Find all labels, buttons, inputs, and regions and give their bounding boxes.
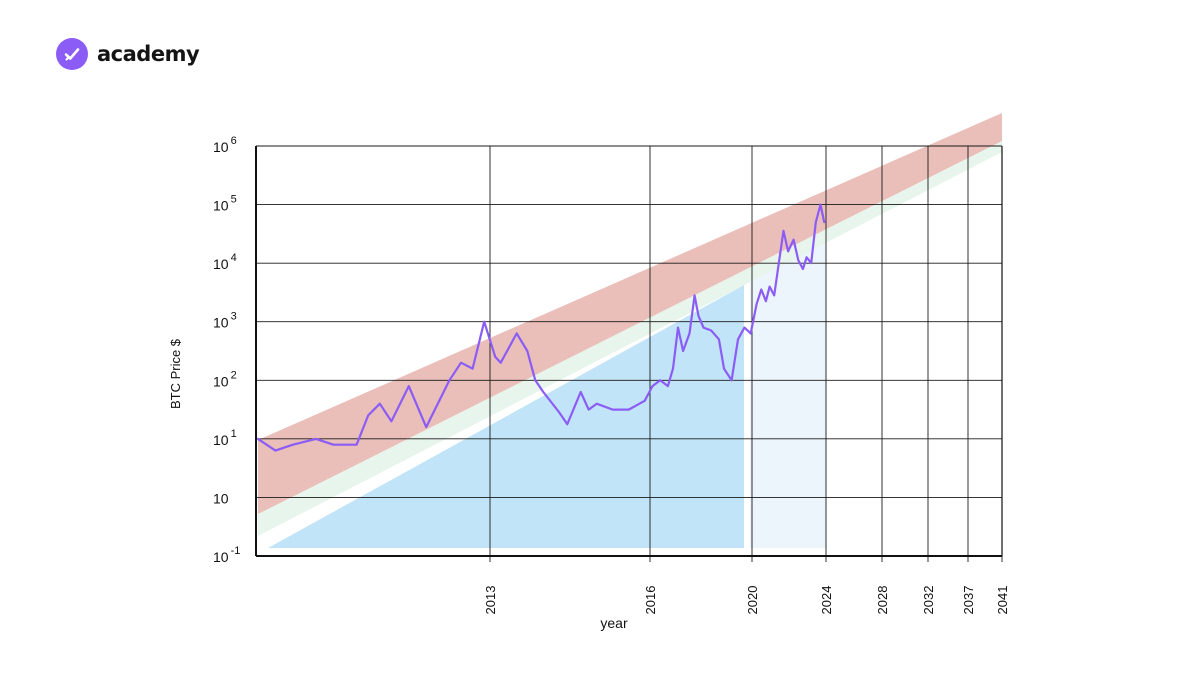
y-tick-label: 10 6 [213, 135, 237, 155]
x-tick-label: 2016 [643, 586, 658, 615]
x-tick-label: 2028 [875, 586, 890, 615]
grid-lines [256, 145, 1003, 562]
x-tick-label: 2013 [483, 586, 498, 615]
checkmark-icon [56, 38, 88, 70]
x-axis-label: year [600, 615, 628, 631]
y-tick-label: 10 1 [213, 428, 237, 448]
upper-band [258, 113, 1002, 514]
lower-band [258, 141, 1002, 536]
y-tick-label: 10 5 [213, 194, 237, 214]
x-tick-label: 2041 [995, 586, 1010, 615]
y-axis-label: BTC Price $ [168, 338, 183, 409]
price-series [256, 203, 826, 452]
brand-logo[interactable]: academy [56, 38, 200, 70]
y-tick-label: 10 3 [213, 311, 237, 331]
support-area [268, 285, 744, 548]
chart-areas [258, 113, 1002, 548]
x-tick-label: 2037 [961, 586, 976, 615]
x-tick-label: 2024 [819, 586, 834, 615]
axes [255, 146, 1003, 557]
x-tick-label: 2032 [921, 586, 936, 615]
x-tick-labels: 2013 2016 2020 2024 2028 2032 2037 2041 [483, 586, 1010, 615]
y-tick-label: 10 [213, 490, 229, 506]
brand-name: academy [97, 42, 200, 66]
support-projection-area [750, 240, 826, 548]
y-tick-label: 10 4 [213, 252, 237, 272]
y-tick-label: 10 -1 [213, 545, 240, 565]
y-tick-label: 10 2 [213, 369, 237, 389]
btc-price-line [256, 203, 826, 452]
x-tick-label: 2020 [745, 586, 760, 615]
